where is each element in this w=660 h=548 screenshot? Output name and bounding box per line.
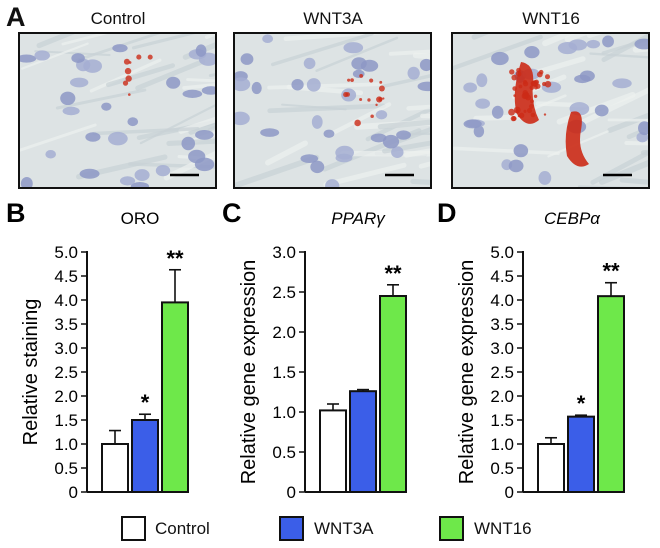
y-tick-label: 1.5 [54, 411, 78, 430]
y-tick-label: 2.0 [272, 323, 296, 342]
micrograph-wnt3a [233, 32, 432, 189]
y-tick-label: 2.5 [272, 283, 296, 302]
panel-letter-c: C [222, 198, 242, 228]
y-tick-label: 1.5 [490, 411, 514, 430]
legend-swatch-control [121, 516, 146, 541]
panel-letter-b: B [6, 198, 26, 228]
y-tick-label: 3.5 [54, 315, 78, 334]
significance-label: * [577, 391, 586, 416]
y-tick-label: 1.0 [54, 435, 78, 454]
y-tick-label: 3.5 [490, 315, 514, 334]
legend-swatch-wnt16 [439, 516, 464, 541]
chart-title: PPARγ [331, 209, 386, 228]
bar-charts: B ORO Relative staining 0 0.5 1.0 1.5 2.0 2.5 3.0… [6, 198, 625, 502]
y-tick-label: 0 [505, 483, 514, 502]
y-tick-label: 0.5 [490, 459, 514, 478]
bar-wnt3a [349, 390, 377, 494]
image-title-wnt3a: WNT3A [303, 9, 363, 28]
chart-title: ORO [121, 209, 160, 228]
y-tick-label: 2.5 [54, 363, 78, 382]
bar-wnt3a [567, 415, 595, 494]
bar-control [537, 443, 565, 493]
panel-letter-d: D [437, 198, 457, 228]
significance-label: ** [384, 261, 402, 286]
micrograph-control [18, 32, 217, 189]
bar-control [319, 409, 347, 493]
bar-wnt16 [597, 295, 625, 493]
chart-title: CEBPα [544, 209, 601, 228]
y-axis-label: Relative gene expression [238, 260, 260, 485]
chart-d: D CEBPα Relative gene expression 0 0.5 1.0 1.5… [437, 198, 625, 502]
panel-letter-a: A [6, 2, 26, 32]
image-title-wnt16: WNT16 [522, 9, 580, 28]
significance-label: ** [166, 246, 184, 271]
bar-wnt16 [161, 301, 189, 493]
y-tick-label: 5.0 [54, 243, 78, 262]
y-tick-label: 4.0 [490, 291, 514, 310]
y-tick-label: 1.5 [272, 363, 296, 382]
image-title-control: Control [90, 9, 146, 28]
legend-label-wnt3a: WNT3A [314, 519, 374, 538]
y-tick-label: 0.5 [272, 443, 296, 462]
y-tick-label: 4.0 [54, 291, 78, 310]
significance-label: * [141, 390, 150, 415]
bar-wnt16 [379, 295, 407, 493]
y-axis-label: Relative gene expression [456, 260, 478, 485]
chart-b: B ORO Relative staining 0 0.5 1.0 1.5 2.0 2.5 3.0… [6, 198, 189, 502]
y-tick-label: 4.5 [490, 267, 514, 286]
y-tick-label: 3.0 [272, 243, 296, 262]
significance-label: ** [602, 259, 620, 284]
bar-wnt3a [131, 419, 159, 493]
y-tick-label: 1.0 [490, 435, 514, 454]
y-tick-label: 4.5 [54, 267, 78, 286]
y-tick-label: 0.5 [54, 459, 78, 478]
bar-control [101, 443, 129, 493]
micrograph-wnt16 [451, 32, 650, 189]
y-axis-label: Relative staining [20, 299, 42, 446]
legend-label-wnt16: WNT16 [474, 519, 532, 538]
y-tick-label: 3.0 [490, 339, 514, 358]
y-tick-label: 1.0 [272, 403, 296, 422]
y-tick-label: 3.0 [54, 339, 78, 358]
y-tick-label: 5.0 [490, 243, 514, 262]
y-tick-label: 2.0 [54, 387, 78, 406]
y-tick-label: 2.0 [490, 387, 514, 406]
legend-swatch-wnt3a [279, 516, 304, 541]
y-tick-label: 2.5 [490, 363, 514, 382]
y-tick-label: 0 [69, 483, 78, 502]
y-tick-label: 0 [287, 483, 296, 502]
legend-label-control: Control [155, 519, 210, 538]
chart-c: C PPARγ Relative gene expression 0 0.5 1.0 1.5… [222, 198, 407, 502]
